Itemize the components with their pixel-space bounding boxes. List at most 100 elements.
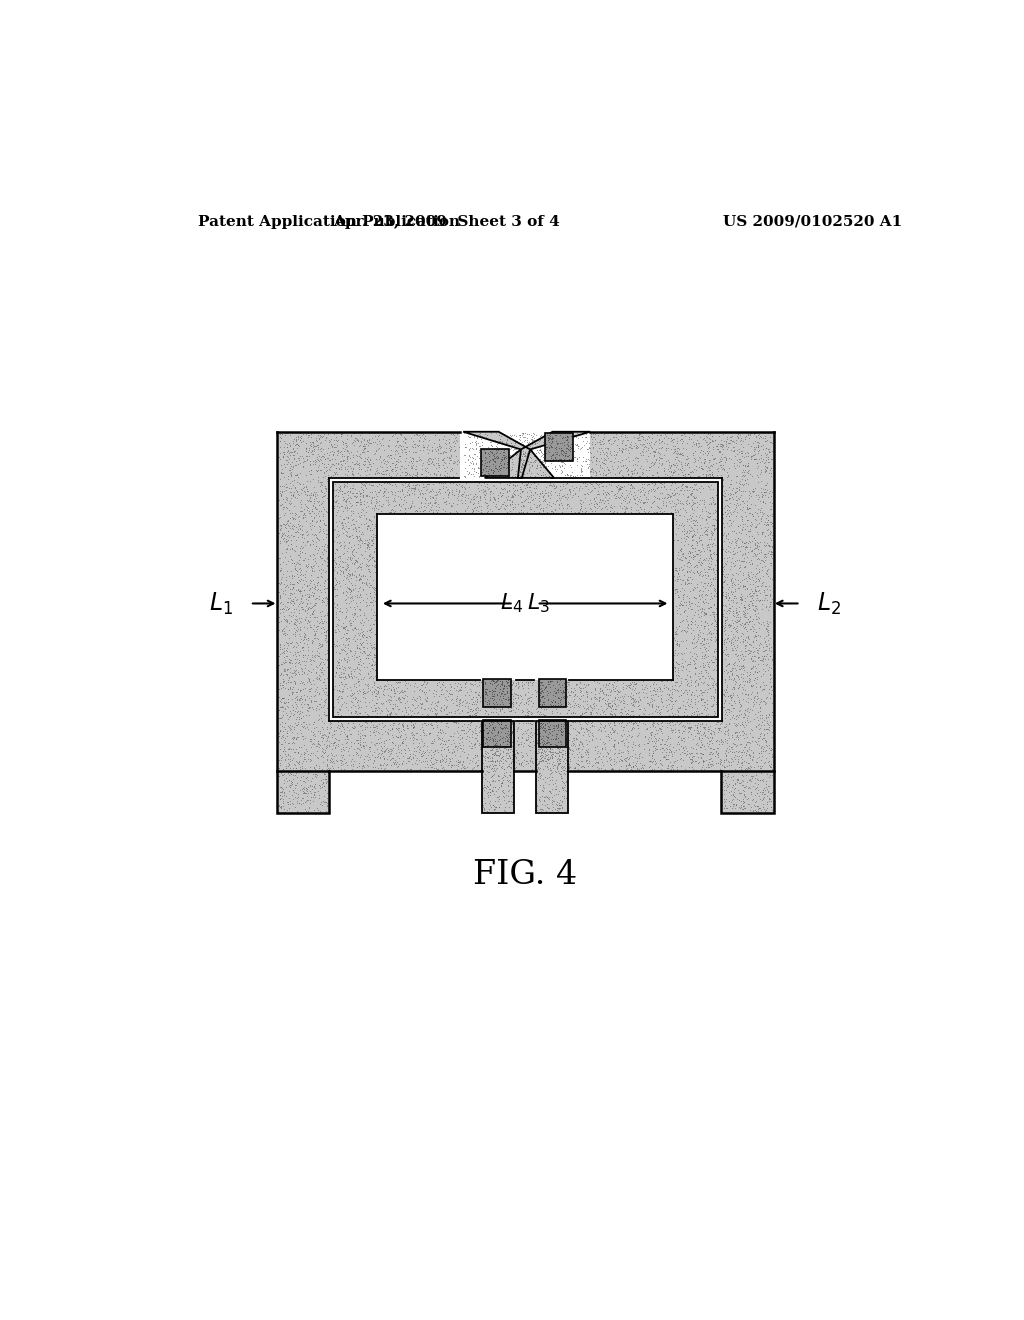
Point [298,495,314,516]
Point [706,517,722,539]
Point [559,483,575,504]
Point [733,657,750,678]
Point [593,451,609,473]
Point [635,702,651,723]
Point [499,502,515,523]
Point [530,758,547,779]
Point [508,697,524,718]
Point [271,739,288,760]
Point [492,466,508,487]
Point [732,626,749,647]
Point [368,483,384,504]
Point [696,611,713,632]
Point [647,723,664,744]
Point [314,590,331,611]
Point [561,739,578,760]
Point [464,446,480,467]
Point [498,447,514,469]
Point [388,434,404,455]
Point [542,747,558,768]
Point [623,466,639,487]
Point [339,557,355,578]
Point [282,685,298,706]
Point [588,502,604,523]
Point [493,426,509,447]
Point [521,424,538,445]
Point [428,487,444,508]
Point [632,457,648,478]
Point [741,640,758,661]
Point [313,774,330,795]
Point [759,479,775,500]
Point [763,546,779,568]
Point [361,594,378,615]
Point [659,727,676,748]
Point [514,426,530,447]
Point [276,651,293,672]
Point [722,684,738,705]
Point [555,681,571,702]
Point [273,480,290,502]
Point [705,574,721,595]
Point [297,483,313,504]
Point [288,682,304,704]
Point [535,744,551,766]
Point [499,422,515,444]
Point [602,428,618,449]
Point [656,424,673,445]
Point [535,685,551,706]
Point [330,652,346,673]
Point [273,747,290,768]
Point [303,787,319,808]
Point [735,454,752,475]
Point [677,609,693,630]
Point [286,507,302,528]
Point [269,800,286,821]
Point [741,606,758,627]
Point [597,442,613,463]
Point [285,483,301,504]
Point [706,513,722,535]
Point [539,426,555,447]
Point [740,455,757,477]
Point [341,737,357,758]
Point [538,785,554,807]
Point [472,436,488,457]
Point [305,570,322,591]
Point [675,543,691,564]
Point [288,465,304,486]
Point [441,450,458,471]
Point [570,447,587,469]
Point [742,698,759,719]
Point [600,429,616,450]
Point [419,451,435,473]
Point [504,494,520,515]
Point [314,591,331,612]
Point [397,742,414,763]
Point [719,705,735,726]
Point [497,466,513,487]
Point [287,688,303,709]
Point [735,791,752,812]
Point [311,734,328,755]
Point [756,718,772,739]
Point [477,688,494,709]
Point [485,693,502,714]
Point [375,466,391,487]
Point [597,733,613,754]
Point [650,442,667,463]
Point [662,693,678,714]
Point [458,424,474,445]
Point [620,447,636,469]
Point [512,424,528,445]
Point [739,510,756,531]
Point [349,486,366,507]
Point [348,491,365,512]
Point [417,459,433,480]
Point [327,619,343,640]
Point [490,671,507,692]
Point [297,548,313,569]
Point [412,718,428,739]
Point [345,466,361,487]
Point [502,729,518,750]
